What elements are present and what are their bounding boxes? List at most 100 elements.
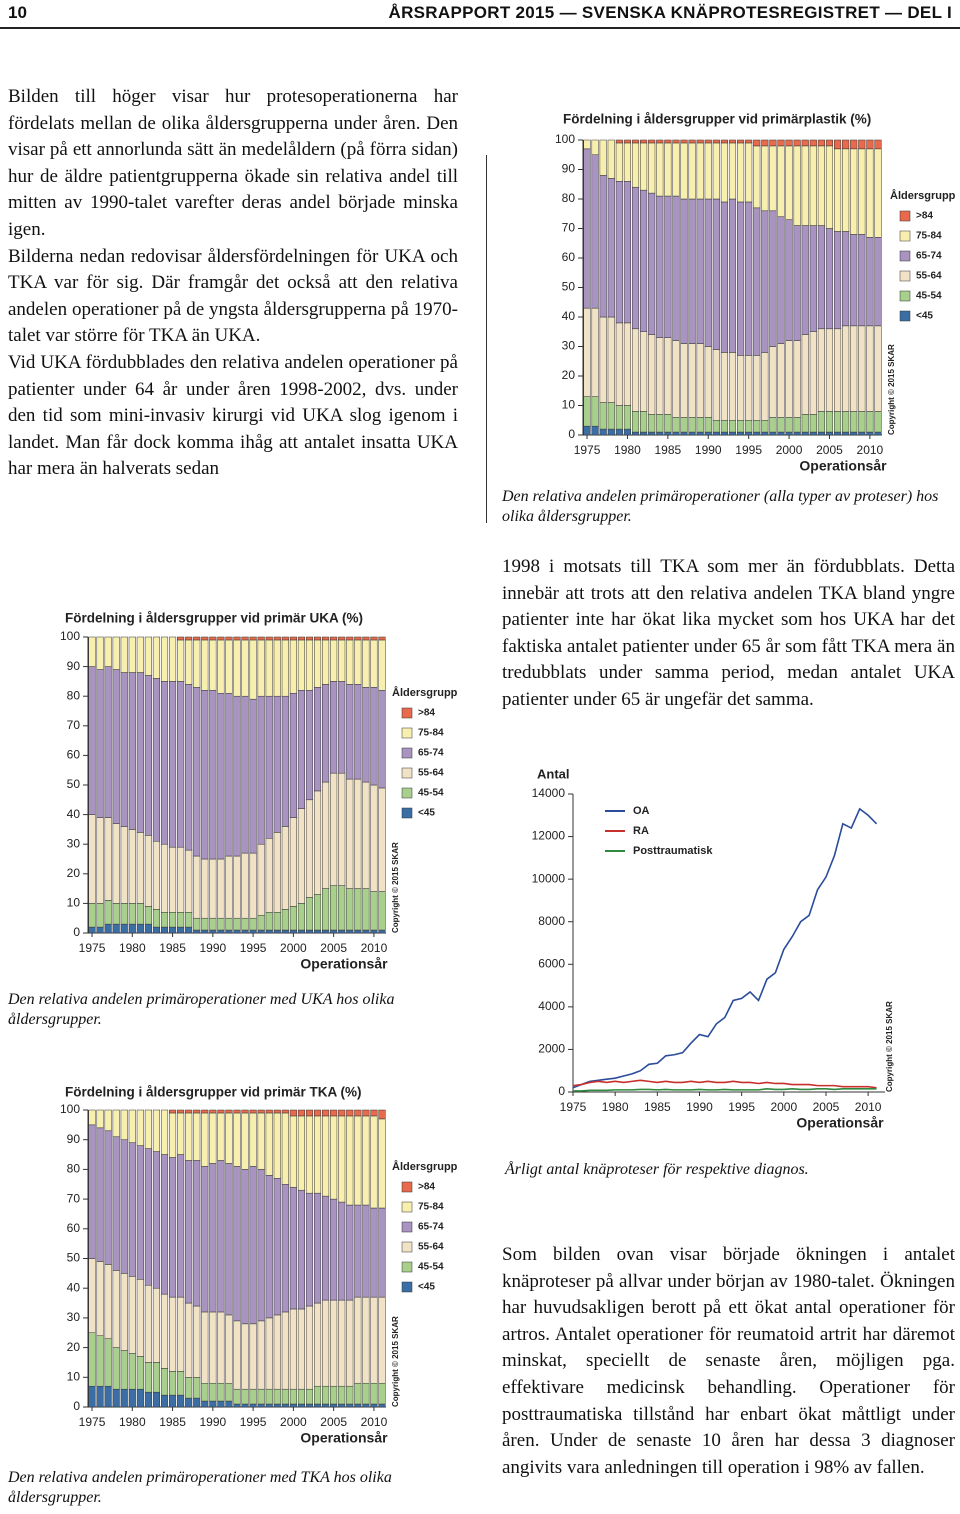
bar-segment (809, 145, 817, 226)
bar-segment (591, 425, 599, 436)
x-tick-label: 2010 (361, 941, 388, 955)
bar-segment (265, 838, 273, 913)
bar-segment (378, 787, 386, 892)
bar-segment (591, 154, 599, 309)
bar-segment (209, 636, 217, 641)
bar-segment (217, 1400, 225, 1408)
x-tick-label: 2010 (361, 1415, 388, 1429)
bar-segment (273, 1388, 281, 1405)
legend-label: 65-74 (418, 1222, 444, 1233)
bar-segment (825, 139, 834, 147)
bar-segment (273, 832, 281, 913)
column-rule (486, 155, 487, 523)
bar-segment (728, 420, 737, 433)
bar-segment (370, 1109, 378, 1117)
bar-segment (850, 325, 858, 412)
x-tick-label: 2005 (813, 1100, 840, 1114)
bar-segment (338, 1299, 346, 1387)
bar-segment (833, 231, 842, 330)
bar-segment (96, 1109, 104, 1129)
bar-segment (281, 1311, 289, 1390)
x-tick-label: 2000 (770, 1100, 797, 1114)
bar-segment (631, 431, 640, 436)
series-line (572, 1079, 877, 1089)
bar-segment (761, 431, 769, 436)
bar-segment (737, 355, 745, 421)
bar-segment (241, 1403, 249, 1408)
bar-segment (112, 636, 120, 670)
bar-segment (88, 666, 96, 815)
bar-segment (144, 1284, 152, 1363)
bar-segment (793, 145, 801, 226)
bar-segment (136, 1279, 144, 1357)
bar-segment (169, 912, 177, 928)
bar-segment (858, 411, 866, 433)
bar-segment (144, 675, 152, 836)
y-tick-label: 90 (562, 162, 576, 176)
bar-segment (338, 929, 346, 934)
legend-swatch (401, 707, 413, 719)
bar-segment (874, 325, 882, 412)
bar-segment (249, 639, 257, 700)
bar-segment (177, 926, 185, 934)
bar-segment (858, 325, 866, 412)
bar-segment (96, 1127, 104, 1262)
legend-swatch (401, 1261, 413, 1273)
bar-segment (720, 142, 728, 203)
bar-segment (322, 888, 330, 931)
bar-segment (305, 1115, 314, 1194)
bar-segment (370, 891, 378, 931)
bar-segment (112, 823, 120, 904)
bar-segment (225, 1314, 233, 1384)
bar-segment (362, 1296, 370, 1384)
bar-segment (362, 1403, 370, 1408)
bar-segment (273, 1109, 281, 1114)
bar-segment (225, 1400, 233, 1408)
bar-segment (160, 1293, 169, 1369)
bar-segment (583, 396, 591, 427)
bar-segment (330, 885, 338, 931)
bar-segment (225, 1109, 233, 1114)
bar-segment (712, 420, 720, 433)
y-tick-label: 12000 (532, 829, 566, 843)
bar-segment (680, 431, 688, 436)
bar-segment (769, 346, 777, 418)
x-tick-label: 1985 (644, 1100, 671, 1114)
paragraph: 1998 i motsats till TKA som mer än fördu… (502, 556, 955, 710)
bar-segment (322, 929, 330, 934)
y-tick-label: 0 (73, 1399, 80, 1413)
bar-segment (354, 639, 362, 685)
bar-segment (623, 181, 632, 324)
bar-segment (825, 411, 834, 433)
caption: Den relativa andelen primäroperationer m… (8, 1469, 392, 1506)
bar-segment (615, 428, 623, 436)
bar-segment (623, 142, 632, 182)
bar-segment (136, 1109, 144, 1146)
bar-segment (152, 1109, 161, 1152)
legend-swatch (899, 270, 911, 282)
x-axis-label: Operationsår (300, 956, 388, 972)
x-tick-label: 1975 (560, 1100, 587, 1114)
bar-segment (265, 1109, 273, 1114)
bar-segment (233, 1403, 241, 1408)
y-tick-label: 0 (568, 427, 575, 441)
bar-segment (112, 669, 120, 824)
bar-segment (591, 307, 599, 397)
bar-segment (120, 672, 128, 827)
legend-label: 45-54 (916, 291, 942, 302)
bar-segment (209, 690, 217, 860)
bar-segment (346, 636, 354, 641)
bar-segment (631, 411, 640, 433)
bar-segment (128, 829, 136, 904)
page-header: 10 ÅRSRAPPORT 2015 — SVENSKA KNÄPROTESRE… (0, 0, 960, 29)
bar-segment (696, 139, 704, 144)
bar-segment (322, 639, 330, 685)
caption: Den relativa andelen primäroperationer (… (502, 488, 939, 525)
bar-segment (201, 917, 209, 931)
x-tick-label: 1975 (79, 1415, 106, 1429)
bar-segment (88, 1109, 96, 1126)
bar-segment (257, 929, 265, 934)
bar-segment (273, 929, 281, 934)
